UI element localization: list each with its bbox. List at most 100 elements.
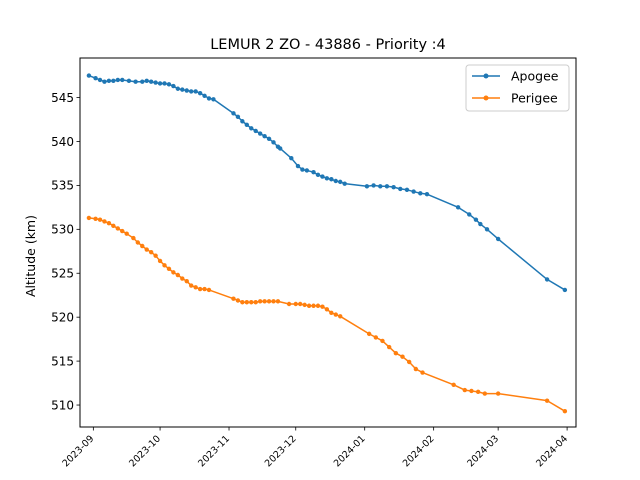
apogee-point (126, 78, 132, 84)
apogee-point (86, 73, 92, 78)
apogee-point (404, 187, 410, 192)
y-tick-label: 540 (51, 135, 74, 149)
apogee-point (249, 126, 254, 131)
perigee-point (324, 307, 330, 312)
apogee-point (148, 79, 154, 84)
apogee-point (455, 205, 461, 210)
apogee-point (266, 136, 272, 142)
x-tick-label: 2024-02 (401, 433, 437, 469)
chart-title: LEMUR 2 ZO - 43886 - Priority :4 (210, 37, 446, 53)
apogee-point (244, 122, 250, 127)
perigee-point (302, 302, 307, 308)
apogee-point (544, 277, 550, 282)
perigee-point (131, 235, 136, 241)
y-tick-label: 515 (51, 354, 74, 368)
apogee-point (97, 77, 103, 83)
perigee-point (286, 301, 292, 307)
perigee-point (93, 216, 98, 221)
apogee-point (391, 184, 396, 190)
apogee-point (271, 140, 276, 145)
perigee-point (97, 217, 103, 222)
perigee-point (262, 299, 267, 304)
apogee-point (371, 183, 376, 188)
apogee-point (166, 82, 172, 87)
perigee-point (469, 388, 474, 394)
apogee-point (384, 184, 390, 189)
apogee-point (115, 77, 121, 83)
perigee-point (495, 391, 501, 396)
perigee-point (235, 298, 241, 303)
apogee-point (189, 89, 194, 94)
perigee-point (206, 287, 212, 293)
apogee-point (197, 90, 203, 96)
x-tick-label: 2024-03 (465, 433, 501, 469)
apogee-point (184, 88, 189, 93)
apogee-series (86, 73, 568, 293)
apogee-point (106, 78, 112, 84)
apogee-point (411, 189, 416, 194)
x-tick-label: 2023-11 (196, 433, 232, 469)
perigee-point (86, 215, 92, 221)
plot-frame (79, 57, 577, 428)
apogee-point (338, 179, 343, 185)
apogee-point (171, 83, 176, 89)
perigee-point (153, 253, 158, 258)
perigee-point (451, 382, 456, 388)
perigee-point (102, 219, 107, 224)
apogee-point (206, 96, 212, 101)
apogee-point (315, 172, 321, 178)
perigee-point (180, 276, 185, 281)
perigee-point (184, 278, 189, 284)
perigee-point (193, 285, 198, 290)
apogee-point (289, 155, 294, 161)
perigee-point (120, 228, 125, 234)
perigee-point (393, 351, 399, 356)
perigee-point (413, 366, 419, 372)
apogee-point (364, 184, 370, 189)
perigee-point (366, 331, 372, 337)
perigee-point (148, 249, 154, 255)
apogee-point (378, 184, 383, 189)
y-axis-label: Altitude (km) (23, 215, 38, 297)
perigee-point (386, 344, 392, 350)
apogee-point (111, 78, 116, 84)
apogee-point (153, 80, 158, 85)
apogee-point (157, 81, 163, 86)
perigee-point (475, 389, 481, 395)
perigee-point (544, 398, 550, 403)
perigee-point (271, 299, 276, 304)
perigee-point (329, 310, 334, 315)
perigee-point (562, 408, 568, 414)
perigee-point (202, 286, 207, 292)
y-tick-label: 520 (51, 310, 74, 324)
apogee-point (342, 181, 347, 186)
perigee-point (231, 296, 236, 301)
perigee-point (380, 338, 385, 344)
apogee-point (277, 146, 283, 151)
legend-perigee-label: Perigee (511, 91, 558, 106)
apogee-point (257, 131, 263, 136)
perigee-point (373, 335, 379, 340)
perigee-point (175, 272, 181, 278)
perigee-point (311, 303, 316, 308)
legend-apogee-label: Apogee (511, 69, 559, 84)
legend: Apogee Perigee (465, 64, 570, 112)
x-tick-label: 2024-01 (332, 433, 368, 469)
perigee-line (88, 217, 566, 412)
perigee-point (482, 391, 488, 396)
apogee-point (295, 163, 301, 169)
perigee-point (298, 301, 303, 307)
y-tick-label: 525 (51, 267, 74, 281)
perigee-point (166, 266, 172, 272)
apogee-point (495, 236, 501, 242)
apogee-point (193, 89, 198, 94)
x-tick-label: 2023-12 (263, 433, 299, 469)
apogee-point (211, 97, 216, 102)
perigee-point (111, 223, 116, 229)
perigee-point (189, 283, 194, 288)
perigee-point (244, 300, 250, 305)
apogee-point (140, 79, 145, 84)
apogee-point (240, 119, 245, 124)
axes-layer: 510 515 520 525 530 535 540 545 2023-09 2023-10 20… (51, 91, 570, 469)
apogee-point (102, 79, 107, 84)
